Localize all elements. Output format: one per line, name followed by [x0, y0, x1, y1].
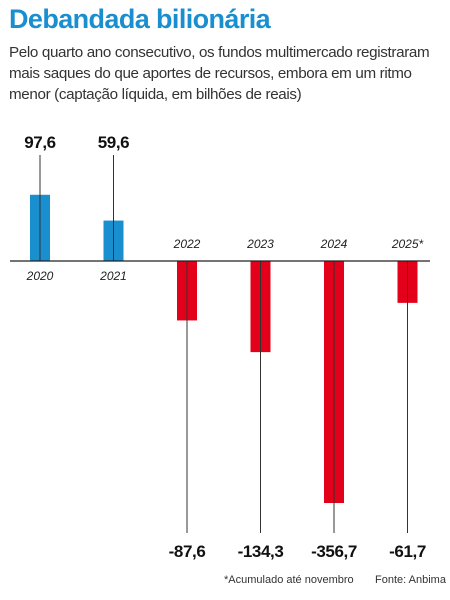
category-label: 2025* — [391, 237, 424, 251]
footnote: *Acumulado até novembro — [224, 574, 354, 586]
value-label: 59,6 — [98, 133, 130, 152]
source-note: Fonte: Anbima — [375, 574, 446, 586]
chart-title: Debandada bilionária — [9, 4, 271, 34]
category-label: 2024 — [320, 237, 348, 251]
category-label: 2021 — [99, 269, 127, 283]
category-label: 2020 — [26, 269, 54, 283]
value-label: -61,7 — [389, 542, 426, 561]
value-label: -87,6 — [169, 542, 206, 561]
category-label: 2022 — [173, 237, 201, 251]
value-label: -356,7 — [311, 542, 357, 561]
category-label: 2023 — [246, 237, 274, 251]
chart-subtitle: Pelo quarto ano consecutivo, os fundos m… — [9, 44, 430, 103]
value-label: 97,6 — [24, 133, 56, 152]
value-label: -134,3 — [238, 542, 284, 561]
